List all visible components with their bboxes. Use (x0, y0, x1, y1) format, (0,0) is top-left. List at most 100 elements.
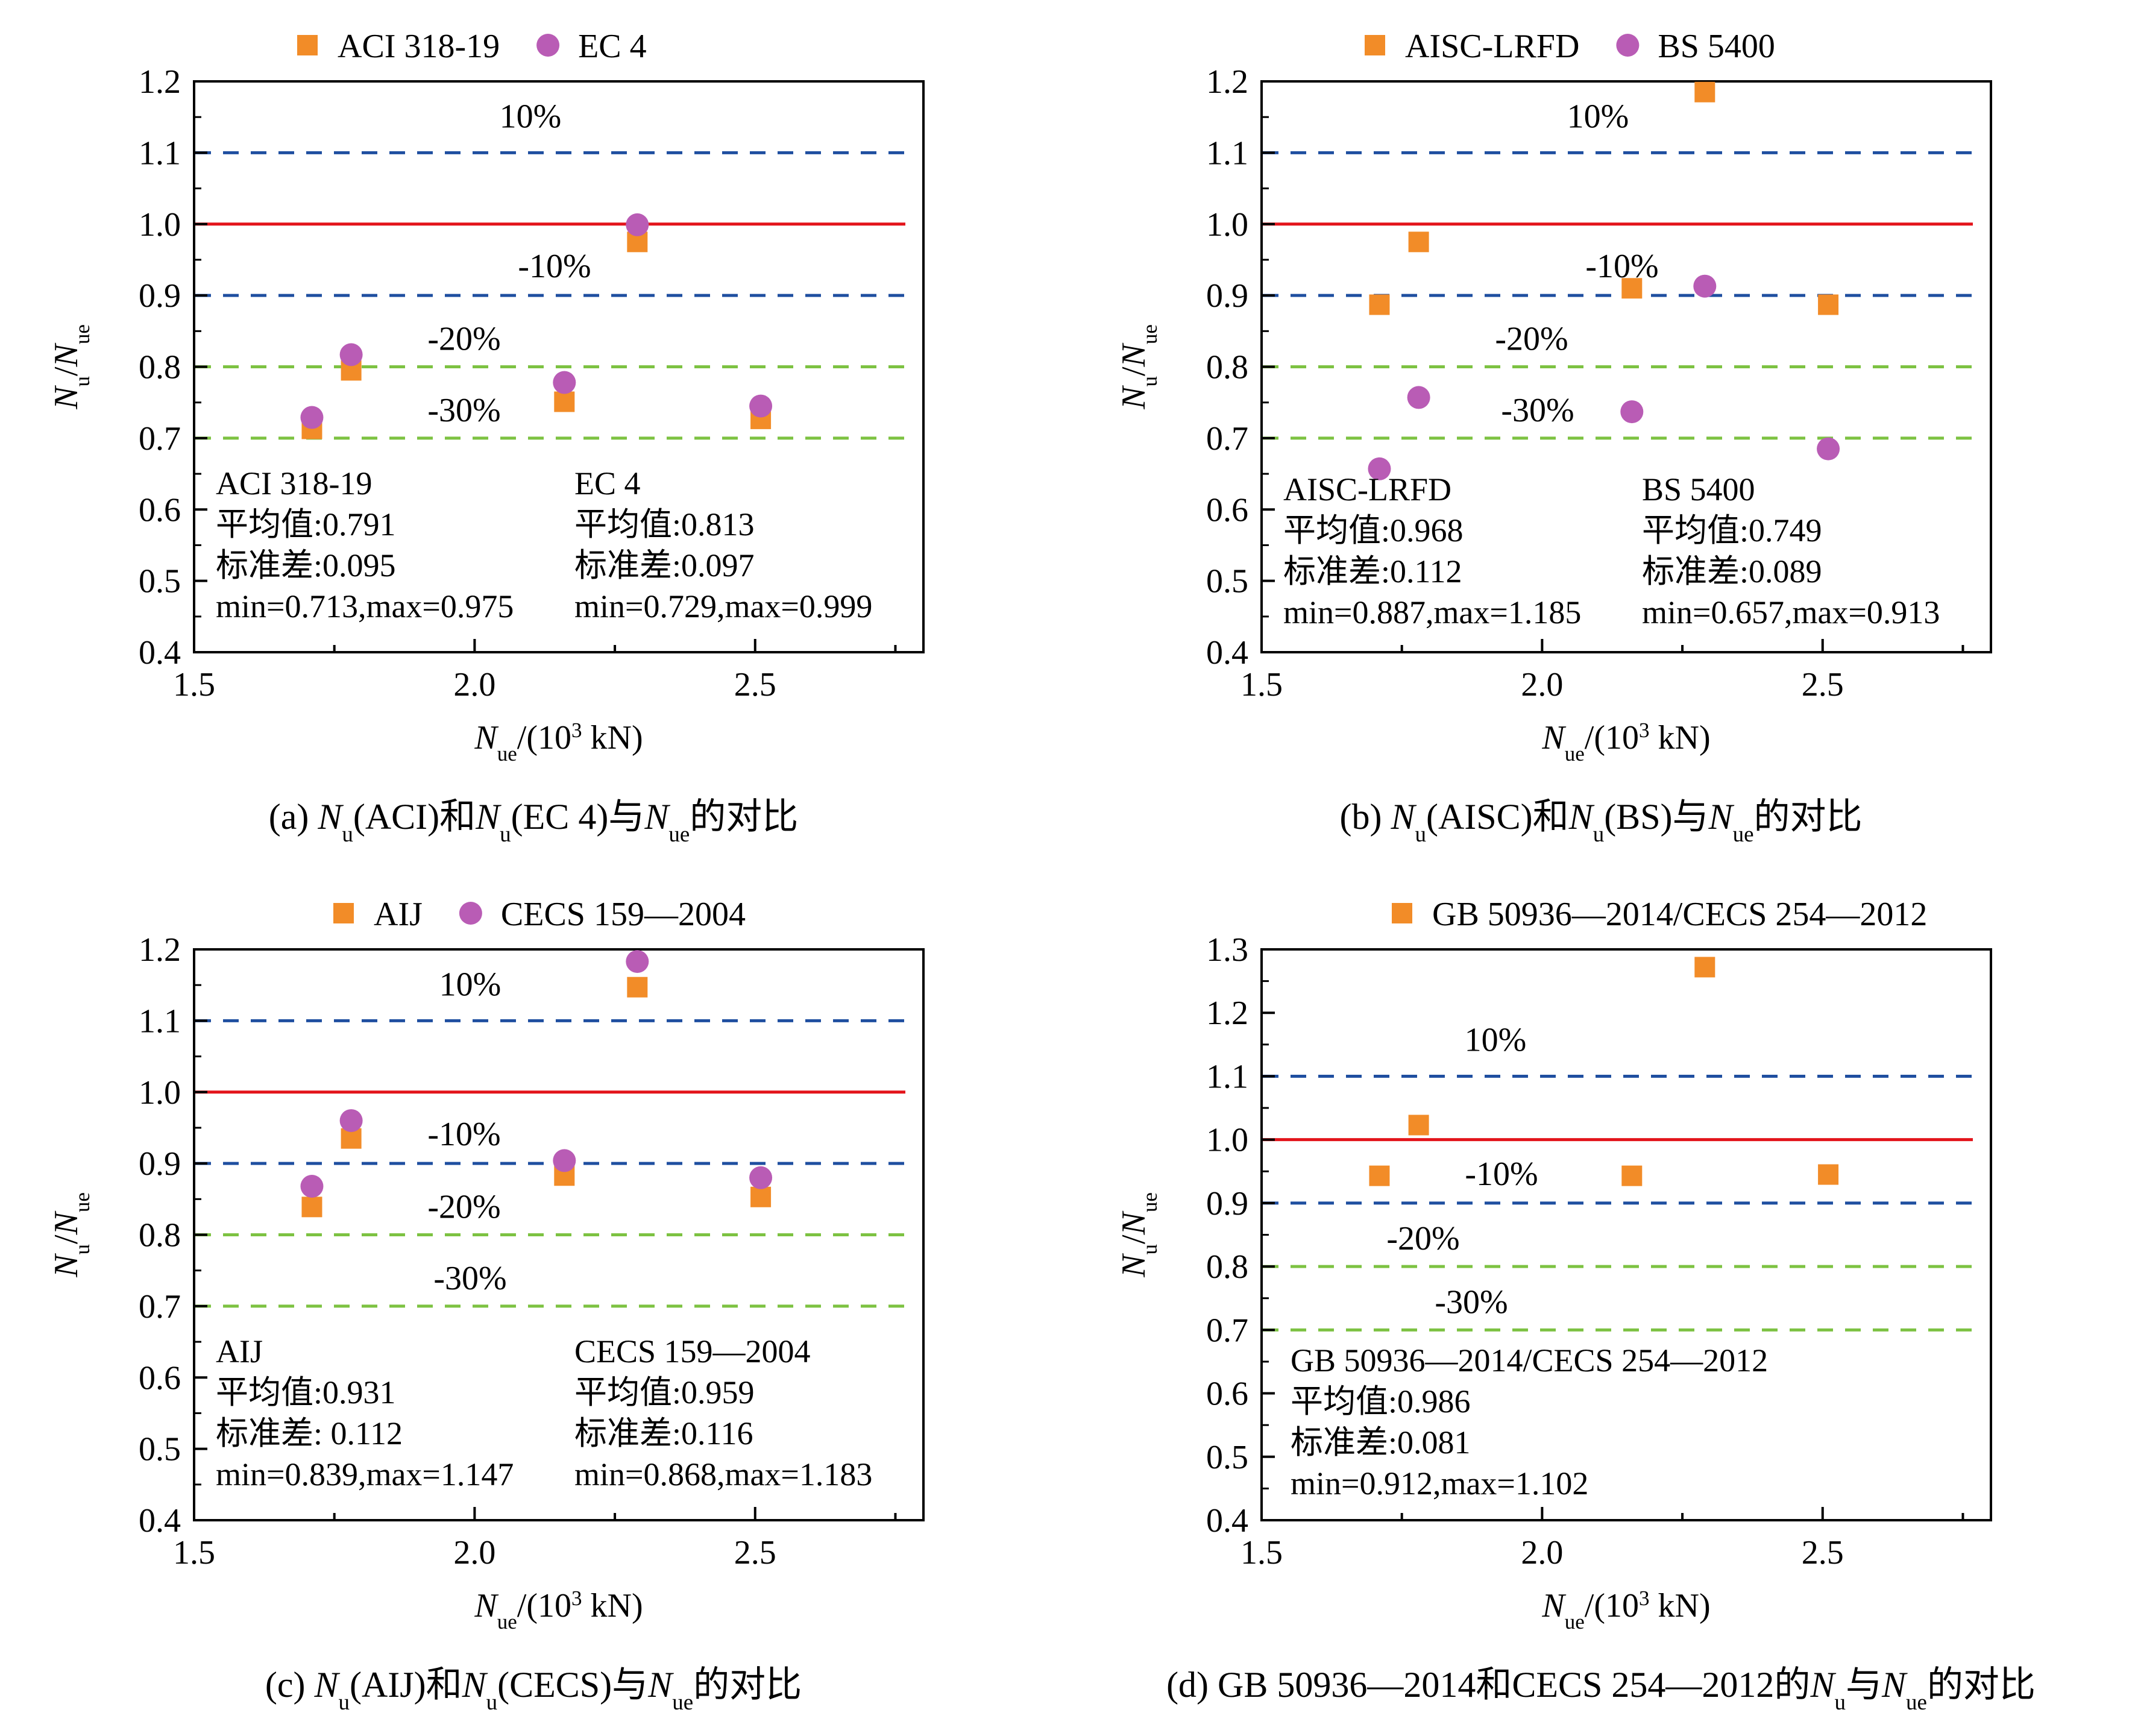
data-point-square (1369, 294, 1390, 315)
data-point-circle (749, 394, 773, 418)
data-point-circle (1693, 274, 1717, 298)
x-tick-label: 2.0 (453, 666, 495, 703)
y-tick-label: 1.3 (1206, 931, 1248, 969)
y-tick-label: 0.5 (139, 563, 181, 600)
ref-label-0: 10% (1465, 1021, 1527, 1058)
chart-panel-d: 10% -10% -20% -30% 0.4 0.5 0.6 0.7 0.8 0.9 1.0 1.1 1… (1068, 868, 2135, 1736)
y-tick-label: 1.0 (139, 206, 181, 244)
legend-marker-square (297, 35, 318, 55)
y-tick-label: 1.2 (139, 63, 181, 101)
y-tick-label: 0.9 (1206, 1185, 1248, 1222)
x-axis-label: Nue/(103 kN) (474, 719, 643, 766)
ref-label-3: -30% (1501, 392, 1574, 429)
y-tick-label: 0.8 (1206, 1248, 1248, 1286)
y-tick-label: 0.7 (1206, 1312, 1248, 1349)
x-tick-label: 1.5 (1240, 1534, 1283, 1571)
legend-marker-square (1365, 35, 1385, 55)
stats-line: 标准差:0.097 (574, 547, 755, 583)
x-tick-label: 1.5 (173, 1534, 215, 1571)
legend-label: AISC-LRFD (1405, 28, 1579, 65)
y-tick-label: 1.0 (139, 1074, 181, 1112)
stats-line: 平均值:0.959 (574, 1374, 755, 1410)
data-point-square (1694, 81, 1715, 102)
stats-line: 平均值:0.986 (1291, 1383, 1471, 1420)
legend-label: AIJ (374, 896, 423, 933)
data-point-square (1369, 1165, 1390, 1186)
ref-label-3: -30% (1435, 1283, 1508, 1321)
y-tick-label: 1.1 (139, 134, 181, 172)
y-tick-label: 0.6 (1206, 491, 1248, 529)
figure-caption: (c) Nu(AIJ)和Nu(CECS)与Nue的对比 (265, 1665, 802, 1715)
y-tick-label: 0.5 (1206, 1439, 1248, 1476)
stats-line: min=0.657,max=0.913 (1642, 594, 1940, 631)
chart-svg-d: 10% -10%-20% -30% 0.4 0.5 0.6 0.7 0.8 0.9 1.0 1.1 1… (1115, 896, 2036, 1715)
data-point-square (1408, 1115, 1429, 1136)
ref-label-3: -30% (427, 392, 500, 429)
y-tick-label: 1.0 (1206, 206, 1248, 244)
x-tick-label: 2.5 (1802, 1534, 1844, 1571)
stats-line: 标准差:0.112 (1283, 553, 1462, 590)
figure-caption: (b) Nu(AISC)和Nu(BS)与Nue的对比 (1339, 797, 1862, 847)
data-point-square (1408, 231, 1429, 253)
chart-panel-b: 10% -10% -20% -30% 0.4 0.5 0.6 0.7 0.8 0.9 1.0 1.1 1… (1068, 0, 2135, 868)
y-tick-label: 0.9 (1206, 277, 1248, 315)
data-point-circle (339, 343, 363, 366)
ref-label-2: -20% (427, 321, 500, 358)
data-point-circle (300, 406, 324, 429)
stats-line: CECS 159—2004 (574, 1333, 811, 1370)
y-axis-label: Nu/Nue (48, 324, 94, 410)
x-axis-label: Nue/(103 kN) (1541, 719, 1710, 766)
legend-marker-square (333, 903, 354, 923)
legend-label: EC 4 (578, 28, 647, 65)
stats-line: 标准差:0.095 (216, 547, 396, 583)
stats-line: BS 5400 (1642, 471, 1755, 508)
data-point-circle (339, 1109, 363, 1133)
y-axis-label: Nu/Nue (1115, 324, 1162, 410)
x-tick-label: 2.0 (453, 1534, 495, 1571)
data-point-square (627, 976, 648, 998)
ref-label-2: -20% (427, 1189, 500, 1226)
ref-label-0: 10% (1567, 98, 1629, 135)
y-tick-label: 1.0 (1206, 1122, 1248, 1159)
stats-line: ACI 318-19 (216, 465, 372, 502)
x-tick-label: 1.5 (173, 666, 215, 703)
data-point-circle (626, 950, 649, 973)
stats-line: AISC-LRFD (1283, 471, 1451, 508)
figure-caption: (a) Nu(ACI)和Nu(EC 4)与Nue的对比 (269, 797, 799, 847)
legend-marker-circle (1616, 34, 1640, 57)
x-tick-label: 2.0 (1521, 1534, 1563, 1571)
y-tick-label: 0.4 (1206, 634, 1248, 671)
y-tick-label: 1.1 (1206, 134, 1248, 172)
chart-svg-c: 10% -10% -20% -30% 0.4 0.5 0.6 0.7 0.8 0.9 1.0 1.1 1… (48, 896, 925, 1715)
y-tick-label: 0.7 (139, 1288, 181, 1326)
stats-line: 平均值:0.749 (1642, 512, 1822, 549)
data-point-square (750, 1186, 772, 1207)
y-tick-label: 0.4 (1206, 1502, 1248, 1539)
stats-line: EC 4 (574, 465, 641, 502)
data-point-circle (626, 213, 649, 236)
stats-line: 平均值:0.813 (574, 506, 755, 542)
y-tick-label: 0.4 (139, 634, 181, 671)
x-tick-label: 2.5 (734, 1534, 776, 1571)
legend-marker-square (1392, 903, 1412, 923)
figure-caption: (d) GB 50936—2014和CECS 254—2012的Nu与Nue的对… (1166, 1665, 2036, 1715)
data-point-circle (1407, 386, 1430, 409)
stats-line: 标准差:0.116 (574, 1415, 753, 1451)
stats-line: 标准差: 0.112 (216, 1415, 403, 1451)
data-point-circle (300, 1175, 324, 1198)
stats-line: min=0.868,max=1.183 (574, 1456, 872, 1492)
data-point-square (1818, 294, 1839, 315)
stats-line: AIJ (216, 1333, 263, 1370)
data-point-square (554, 391, 575, 412)
y-tick-label: 0.9 (139, 1145, 181, 1183)
x-axis-label: Nue/(103 kN) (1541, 1587, 1710, 1634)
chart-svg-b: 10%-10%-20%-30%0.40.50.60.70.80.91.01.11… (1115, 28, 1992, 847)
ref-label-2: -20% (1386, 1220, 1459, 1257)
ref-label-2: -20% (1495, 321, 1568, 358)
stats-line: min=0.729,max=0.999 (574, 588, 872, 624)
chart-svg-a: 10% -10% -20% -30% 0.4 0.5 0.6 0.7 0.8 0.9 1.0 1.1 1… (48, 28, 925, 847)
data-point-circle (553, 1149, 576, 1172)
y-tick-label: 0.8 (139, 1217, 181, 1254)
legend-marker-circle (459, 902, 482, 925)
y-tick-label: 1.1 (1206, 1058, 1248, 1095)
